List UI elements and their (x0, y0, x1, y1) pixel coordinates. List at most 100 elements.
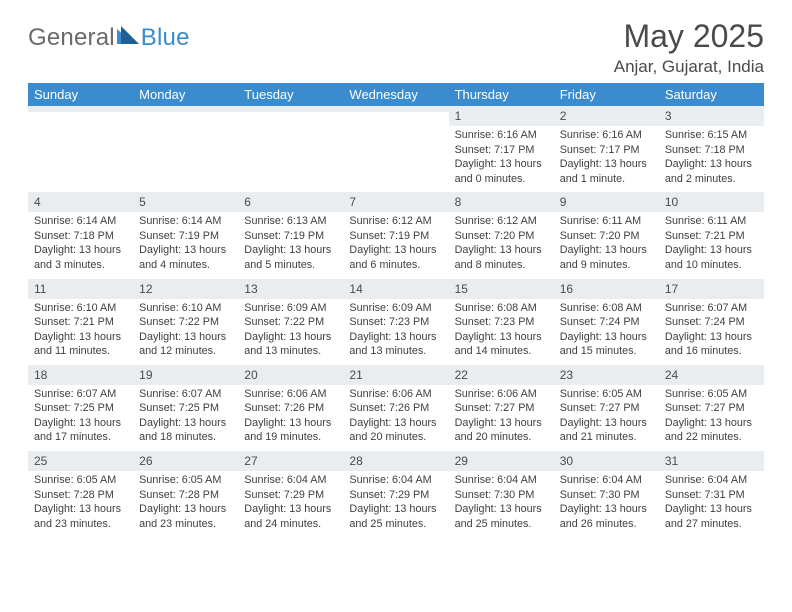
sunrise-text: Sunrise: 6:16 AM (560, 128, 653, 143)
day-info: Sunrise: 6:06 AMSunset: 7:26 PMDaylight:… (238, 385, 343, 451)
calendar-day-cell (238, 106, 343, 192)
calendar-day-cell: 10Sunrise: 6:11 AMSunset: 7:21 PMDayligh… (659, 192, 764, 278)
day-number: 2 (554, 106, 659, 126)
day-info: Sunrise: 6:10 AMSunset: 7:22 PMDaylight:… (133, 299, 238, 365)
day-info: Sunrise: 6:15 AMSunset: 7:18 PMDaylight:… (659, 126, 764, 192)
sunrise-text: Sunrise: 6:06 AM (244, 387, 337, 402)
calendar-day-cell: 25Sunrise: 6:05 AMSunset: 7:28 PMDayligh… (28, 451, 133, 537)
day-info (28, 112, 133, 176)
calendar-day-cell: 2Sunrise: 6:16 AMSunset: 7:17 PMDaylight… (554, 106, 659, 192)
calendar-day-cell: 16Sunrise: 6:08 AMSunset: 7:24 PMDayligh… (554, 279, 659, 365)
sunrise-text: Sunrise: 6:16 AM (455, 128, 548, 143)
daylight-text: Daylight: 13 hours and 22 minutes. (665, 416, 758, 445)
daylight-text: Daylight: 13 hours and 11 minutes. (34, 330, 127, 359)
calendar-day-cell: 6Sunrise: 6:13 AMSunset: 7:19 PMDaylight… (238, 192, 343, 278)
sunrise-text: Sunrise: 6:10 AM (34, 301, 127, 316)
day-info: Sunrise: 6:04 AMSunset: 7:29 PMDaylight:… (238, 471, 343, 537)
daylight-text: Daylight: 13 hours and 4 minutes. (139, 243, 232, 272)
day-number: 25 (28, 451, 133, 471)
day-info: Sunrise: 6:04 AMSunset: 7:30 PMDaylight:… (554, 471, 659, 537)
day-info: Sunrise: 6:13 AMSunset: 7:19 PMDaylight:… (238, 212, 343, 278)
calendar-day-cell: 17Sunrise: 6:07 AMSunset: 7:24 PMDayligh… (659, 279, 764, 365)
sunrise-text: Sunrise: 6:09 AM (349, 301, 442, 316)
day-number: 14 (343, 279, 448, 299)
day-info: Sunrise: 6:09 AMSunset: 7:23 PMDaylight:… (343, 299, 448, 365)
day-number: 6 (238, 192, 343, 212)
sunset-text: Sunset: 7:30 PM (560, 488, 653, 503)
calendar-day-cell: 14Sunrise: 6:09 AMSunset: 7:23 PMDayligh… (343, 279, 448, 365)
sunset-text: Sunset: 7:22 PM (139, 315, 232, 330)
day-info: Sunrise: 6:12 AMSunset: 7:19 PMDaylight:… (343, 212, 448, 278)
sunrise-text: Sunrise: 6:06 AM (349, 387, 442, 402)
calendar-day-cell: 21Sunrise: 6:06 AMSunset: 7:26 PMDayligh… (343, 365, 448, 451)
day-info: Sunrise: 6:09 AMSunset: 7:22 PMDaylight:… (238, 299, 343, 365)
day-number: 11 (28, 279, 133, 299)
day-number: 3 (659, 106, 764, 126)
weekday-wed: Wednesday (343, 83, 448, 106)
calendar-day-cell: 11 Sunrise: 6:10 AMSunset: 7:21 PMDayligh… (28, 279, 133, 365)
calendar-day-cell: 3Sunrise: 6:15 AMSunset: 7:18 PMDaylight… (659, 106, 764, 192)
day-info: Sunrise: 6:16 AMSunset: 7:17 PMDaylight:… (554, 126, 659, 192)
sunset-text: Sunset: 7:25 PM (34, 401, 127, 416)
day-info: Sunrise: 6:04 AMSunset: 7:29 PMDaylight:… (343, 471, 448, 537)
sunrise-text: Sunrise: 6:13 AM (244, 214, 337, 229)
title-block: May 2025 Anjar, Gujarat, India (614, 18, 764, 83)
daylight-text: Daylight: 13 hours and 0 minutes. (455, 157, 548, 186)
weekday-tue: Tuesday (238, 83, 343, 106)
calendar-day-cell: 18Sunrise: 6:07 AMSunset: 7:25 PMDayligh… (28, 365, 133, 451)
day-info: Sunrise: 6:05 AMSunset: 7:28 PMDaylight:… (133, 471, 238, 537)
sunset-text: Sunset: 7:27 PM (455, 401, 548, 416)
day-info: Sunrise: 6:05 AMSunset: 7:27 PMDaylight:… (554, 385, 659, 451)
sunset-text: Sunset: 7:21 PM (34, 315, 127, 330)
calendar-day-cell: 28Sunrise: 6:04 AMSunset: 7:29 PMDayligh… (343, 451, 448, 537)
sunrise-text: Sunrise: 6:07 AM (665, 301, 758, 316)
calendar-day-cell: 29Sunrise: 6:04 AMSunset: 7:30 PMDayligh… (449, 451, 554, 537)
calendar-week-row: 25Sunrise: 6:05 AMSunset: 7:28 PMDayligh… (28, 451, 764, 537)
day-number: 18 (28, 365, 133, 385)
location: Anjar, Gujarat, India (614, 57, 764, 77)
sunrise-text: Sunrise: 6:05 AM (560, 387, 653, 402)
day-number: 4 (28, 192, 133, 212)
day-number: 30 (554, 451, 659, 471)
day-info: Sunrise: 6:14 AMSunset: 7:19 PMDaylight:… (133, 212, 238, 278)
logo-text-1: General (28, 24, 115, 52)
sunset-text: Sunset: 7:29 PM (244, 488, 337, 503)
calendar-day-cell: 27Sunrise: 6:04 AMSunset: 7:29 PMDayligh… (238, 451, 343, 537)
calendar-week-row: 11Sunrise: 6:10 AMSunset: 7:21 PMDayligh… (28, 279, 764, 365)
daylight-text: Daylight: 13 hours and 14 minutes. (455, 330, 548, 359)
sunrise-text: Sunrise: 6:04 AM (665, 473, 758, 488)
day-number: 9 (554, 192, 659, 212)
sunrise-text: Sunrise: 6:12 AM (349, 214, 442, 229)
calendar-week-row: 1Sunrise: 6:16 AMSunset: 7:17 PMDaylight… (28, 106, 764, 192)
day-info: Sunrise: 6:05 AMSunset: 7:28 PMDaylight:… (28, 471, 133, 537)
sunset-text: Sunset: 7:30 PM (455, 488, 548, 503)
day-number: 22 (449, 365, 554, 385)
daylight-text: Daylight: 13 hours and 8 minutes. (455, 243, 548, 272)
sunrise-text: Sunrise: 6:05 AM (34, 473, 127, 488)
day-info: Sunrise: 6:04 AMSunset: 7:30 PMDaylight:… (449, 471, 554, 537)
sunrise-text: Sunrise: 6:08 AM (560, 301, 653, 316)
calendar-day-cell: 7Sunrise: 6:12 AMSunset: 7:19 PMDaylight… (343, 192, 448, 278)
sunset-text: Sunset: 7:17 PM (455, 143, 548, 158)
calendar-day-cell: 5Sunrise: 6:14 AMSunset: 7:19 PMDaylight… (133, 192, 238, 278)
daylight-text: Daylight: 13 hours and 9 minutes. (560, 243, 653, 272)
calendar-page: General Blue May 2025 Anjar, Gujarat, In… (0, 0, 792, 547)
daylight-text: Daylight: 13 hours and 10 minutes. (665, 243, 758, 272)
calendar-table: Sunday Monday Tuesday Wednesday Thursday… (28, 83, 764, 537)
sunset-text: Sunset: 7:19 PM (139, 229, 232, 244)
logo-mark-icon (117, 26, 139, 51)
calendar-day-cell: 8Sunrise: 6:12 AMSunset: 7:20 PMDaylight… (449, 192, 554, 278)
day-info: Sunrise: 6:11 AMSunset: 7:21 PMDaylight:… (659, 212, 764, 278)
daylight-text: Daylight: 13 hours and 18 minutes. (139, 416, 232, 445)
calendar-day-cell: 1Sunrise: 6:16 AMSunset: 7:17 PMDaylight… (449, 106, 554, 192)
day-info: Sunrise: 6:07 AMSunset: 7:25 PMDaylight:… (28, 385, 133, 451)
sunrise-text: Sunrise: 6:06 AM (455, 387, 548, 402)
daylight-text: Daylight: 13 hours and 2 minutes. (665, 157, 758, 186)
logo: General Blue (28, 18, 190, 52)
day-info: Sunrise: 6:07 AMSunset: 7:24 PMDaylight:… (659, 299, 764, 365)
sunrise-text: Sunrise: 6:11 AM (560, 214, 653, 229)
sunset-text: Sunset: 7:22 PM (244, 315, 337, 330)
sunrise-text: Sunrise: 6:09 AM (244, 301, 337, 316)
calendar-week-row: 4Sunrise: 6:14 AMSunset: 7:18 PMDaylight… (28, 192, 764, 278)
sunset-text: Sunset: 7:18 PM (34, 229, 127, 244)
